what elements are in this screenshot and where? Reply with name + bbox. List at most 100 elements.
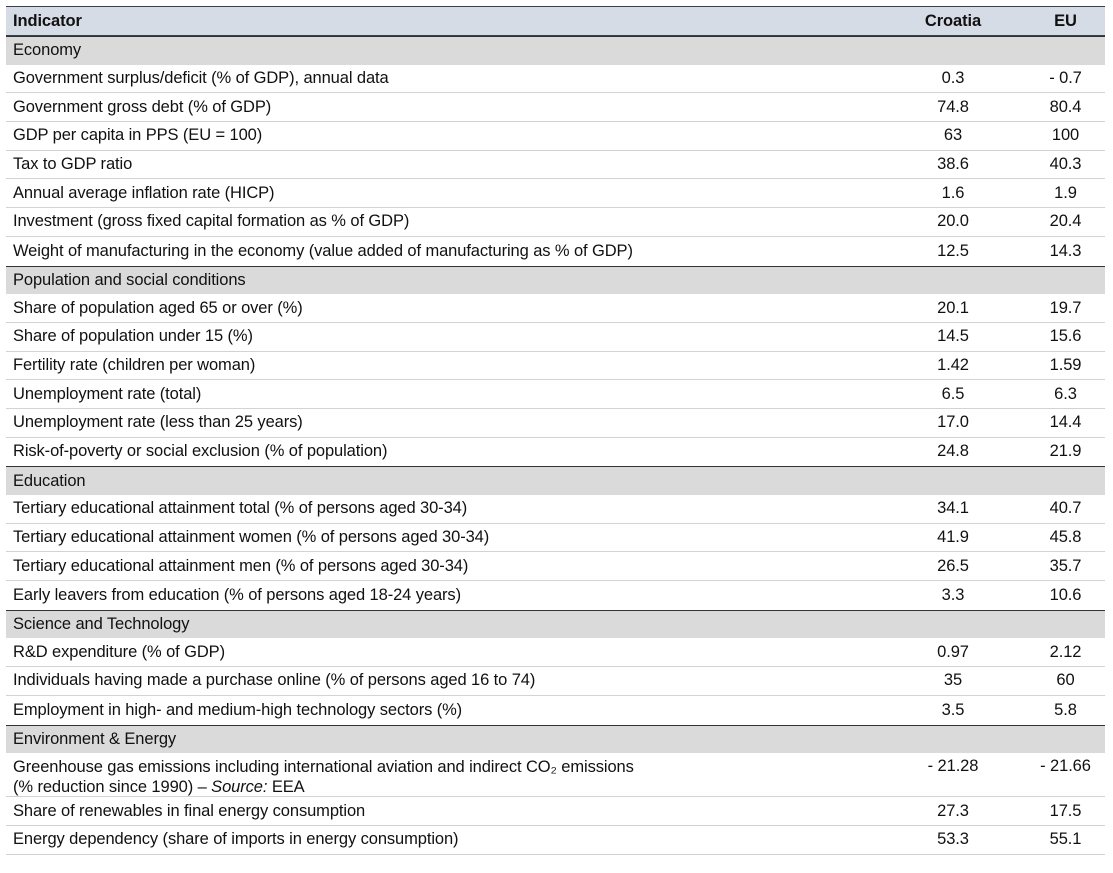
table-row: Share of population under 15 (%) 14.5 15… <box>6 323 1105 352</box>
table-row: Tertiary educational attainment women (%… <box>6 524 1105 553</box>
croatia-value: 38.6 <box>937 155 969 174</box>
table-row: Government surplus/deficit (% of GDP), a… <box>6 65 1105 94</box>
eu-value: 21.9 <box>1049 442 1082 461</box>
row-label: Share of renewables in final energy cons… <box>13 801 366 820</box>
eu-value: 14.4 <box>1049 413 1082 432</box>
croatia-value: 20.1 <box>937 298 969 317</box>
croatia-value: 0.97 <box>937 642 969 661</box>
table-row: Tax to GDP ratio 38.6 40.3 <box>6 151 1105 180</box>
row-label-line2: (% reduction since 1990) – Source: EEA <box>13 777 733 797</box>
table-row: Investment (gross fixed capital formatio… <box>6 208 1105 237</box>
table-row: GDP per capita in PPS (EU = 100) 63 100 <box>6 122 1105 151</box>
table-row: R&D expenditure (% of GDP) 0.97 2.12 <box>6 638 1105 668</box>
source-label: Source: <box>211 778 268 797</box>
row-label: GDP per capita in PPS (EU = 100) <box>13 126 263 145</box>
row-label: Share of population under 15 (%) <box>13 327 253 346</box>
row-label: Tertiary educational attainment women (%… <box>13 528 490 547</box>
croatia-value: 3.3 <box>941 585 965 604</box>
table-row: Share of renewables in final energy cons… <box>6 797 1105 826</box>
eu-value: 35.7 <box>1049 556 1082 575</box>
header-eu: EU <box>1054 11 1077 30</box>
table-row: Weight of manufacturing in the economy (… <box>6 237 1105 266</box>
section-science-technology: Science and Technology <box>6 609 1105 639</box>
table-row: Unemployment rate (total) 6.5 6.3 <box>6 380 1105 409</box>
table-row: Energy dependency (share of imports in e… <box>6 826 1105 855</box>
eu-value: 45.8 <box>1049 528 1082 547</box>
table-row: Tertiary educational attainment men (% o… <box>6 552 1105 582</box>
row-label: Government surplus/deficit (% of GDP), a… <box>13 69 389 88</box>
table-row: Individuals having made a purchase onlin… <box>6 667 1105 696</box>
header-croatia: Croatia <box>924 11 982 30</box>
croatia-value: 20.0 <box>937 212 969 231</box>
row-label: Unemployment rate (less than 25 years) <box>13 413 303 432</box>
eu-value: 15.6 <box>1049 327 1082 346</box>
croatia-value: 26.5 <box>937 556 969 575</box>
row-label: Energy dependency (share of imports in e… <box>13 830 459 849</box>
row-label-line1: Greenhouse gas emissions including inter… <box>13 758 634 777</box>
croatia-value: 14.5 <box>937 327 969 346</box>
section-title: Education <box>13 471 86 490</box>
eu-value: 55.1 <box>1049 830 1082 849</box>
section-education: Education <box>6 466 1105 495</box>
eu-value: 19.7 <box>1049 298 1082 317</box>
croatia-value: 6.5 <box>941 384 965 403</box>
row-label: Annual average inflation rate (HICP) <box>13 183 275 202</box>
row-label: Weight of manufacturing in the economy (… <box>13 241 633 260</box>
header-indicator: Indicator <box>13 11 82 30</box>
row-label: Individuals having made a purchase onlin… <box>13 671 536 690</box>
row-label: Early leavers from education (% of perso… <box>13 585 461 604</box>
eu-value: - 21.66 <box>1040 757 1091 776</box>
eu-value: 1.9 <box>1054 183 1077 202</box>
row-label: Greenhouse gas emissions including inter… <box>6 757 887 797</box>
row-label: Investment (gross fixed capital formatio… <box>13 212 410 231</box>
croatia-value: 27.3 <box>937 801 969 820</box>
row-label-line2-pre: (% reduction since 1990) – <box>13 778 212 797</box>
row-label: Risk-of-poverty or social exclusion (% o… <box>13 442 388 461</box>
eu-value: 10.6 <box>1049 585 1082 604</box>
row-label: R&D expenditure (% of GDP) <box>13 642 225 661</box>
croatia-value: 41.9 <box>937 528 969 547</box>
table-row: Greenhouse gas emissions including inter… <box>6 753 1105 798</box>
table-row: Annual average inflation rate (HICP) 1.6… <box>6 179 1105 209</box>
section-title: Environment & Energy <box>13 729 177 748</box>
eu-value: 40.3 <box>1049 155 1082 174</box>
row-label: Unemployment rate (total) <box>13 384 202 403</box>
croatia-value: 0.3 <box>941 69 965 88</box>
croatia-value: 74.8 <box>937 97 969 116</box>
eu-value: 100 <box>1051 126 1080 145</box>
table-row: Employment in high- and medium-high tech… <box>6 696 1105 725</box>
eu-value: 6.3 <box>1054 384 1077 403</box>
section-population: Population and social conditions <box>6 265 1105 295</box>
row-label-line2-post: EEA <box>267 778 305 797</box>
section-title: Population and social conditions <box>13 270 246 289</box>
croatia-value: - 21.28 <box>927 757 979 776</box>
table-row: Early leavers from education (% of perso… <box>6 581 1105 610</box>
table-row: Share of population aged 65 or over (%) … <box>6 294 1105 323</box>
eu-value: 5.8 <box>1054 700 1077 719</box>
croatia-value: 35 <box>943 671 963 690</box>
croatia-value: 1.6 <box>941 183 965 202</box>
indicator-table: Indicator Croatia EU Economy Government … <box>6 6 1105 855</box>
row-label: Share of population aged 65 or over (%) <box>13 298 303 317</box>
table-row: Fertility rate (children per woman) 1.42… <box>6 352 1105 381</box>
row-label: Government gross debt (% of GDP) <box>13 97 272 116</box>
section-title: Economy <box>13 41 82 60</box>
croatia-value: 17.0 <box>937 413 969 432</box>
section-title: Science and Technology <box>13 615 190 634</box>
row-label: Tax to GDP ratio <box>13 155 133 174</box>
eu-value: 17.5 <box>1049 801 1082 820</box>
eu-value: 40.7 <box>1049 499 1082 518</box>
croatia-value: 63 <box>943 126 963 145</box>
section-economy: Economy <box>6 36 1105 65</box>
row-label: Fertility rate (children per woman) <box>13 355 256 374</box>
eu-value: - 0.7 <box>1049 69 1082 88</box>
eu-value: 20.4 <box>1049 212 1082 231</box>
croatia-value: 34.1 <box>937 499 969 518</box>
row-label: Tertiary educational attainment total (%… <box>13 499 468 518</box>
eu-value: 2.12 <box>1049 642 1082 661</box>
table-row: Tertiary educational attainment total (%… <box>6 495 1105 524</box>
eu-value: 1.59 <box>1049 355 1082 374</box>
row-label: Tertiary educational attainment men (% o… <box>13 556 469 575</box>
table-row: Government gross debt (% of GDP) 74.8 80… <box>6 93 1105 123</box>
row-label: Employment in high- and medium-high tech… <box>13 700 463 719</box>
